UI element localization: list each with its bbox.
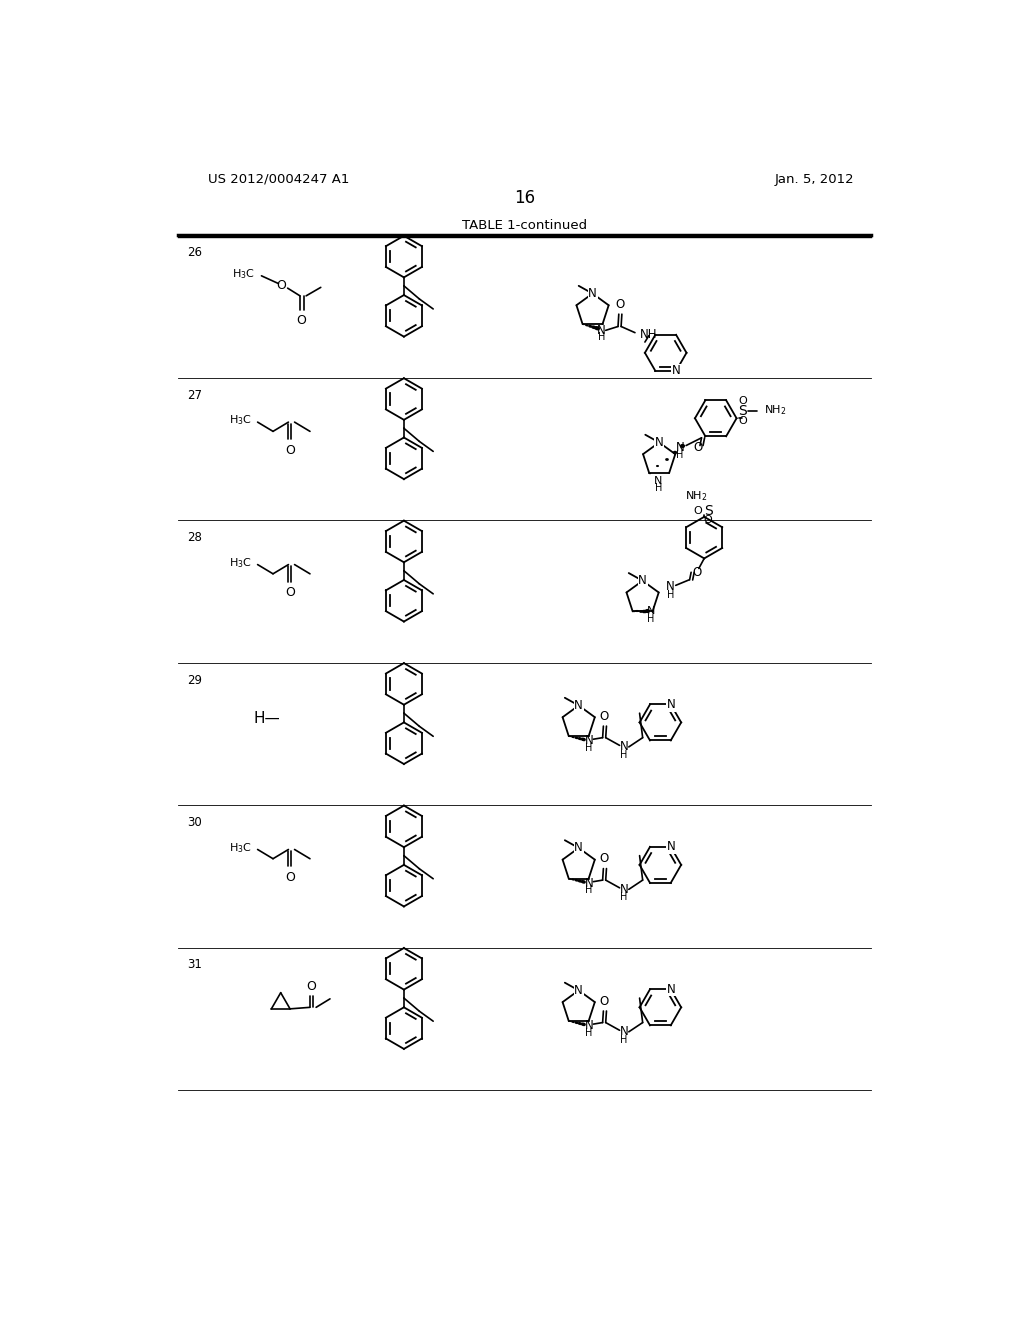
Text: O: O [297, 314, 306, 327]
Text: O: O [738, 396, 748, 407]
Text: N: N [574, 983, 583, 997]
Text: N: N [585, 734, 593, 747]
Text: O: O [738, 416, 748, 425]
Text: H$_3$C: H$_3$C [228, 556, 252, 570]
Text: Jan. 5, 2012: Jan. 5, 2012 [775, 173, 854, 186]
Text: N: N [654, 475, 663, 486]
Text: N: N [620, 741, 629, 754]
Text: NH$_2$: NH$_2$ [764, 404, 786, 417]
Text: N: N [620, 1026, 629, 1039]
Text: O: O [693, 441, 702, 454]
Text: N: N [667, 983, 675, 995]
Text: O: O [599, 995, 609, 1008]
Text: 31: 31 [187, 958, 203, 972]
Text: H: H [598, 333, 605, 342]
Text: N: N [666, 581, 675, 594]
Text: NH$_2$: NH$_2$ [685, 490, 708, 503]
Text: S: S [703, 504, 713, 519]
Text: H: H [667, 590, 674, 599]
Text: US 2012/0004247 A1: US 2012/0004247 A1 [208, 173, 349, 186]
Text: H: H [621, 892, 628, 902]
Text: 28: 28 [187, 531, 203, 544]
Text: N: N [672, 364, 681, 378]
Text: N: N [585, 876, 593, 890]
Text: 16: 16 [514, 190, 536, 207]
Text: 29: 29 [187, 673, 203, 686]
Text: N: N [574, 700, 583, 711]
Text: O: O [599, 853, 609, 866]
Text: N: N [597, 323, 605, 337]
Text: N: N [620, 883, 629, 896]
Text: O: O [276, 279, 287, 292]
Text: NH: NH [640, 327, 657, 341]
Text: H$_3$C: H$_3$C [228, 413, 252, 428]
Text: H: H [585, 886, 593, 895]
Text: 30: 30 [187, 816, 203, 829]
Text: S: S [738, 404, 748, 417]
Text: N: N [667, 841, 675, 853]
Text: N: N [585, 1019, 593, 1032]
Text: N: N [588, 286, 597, 300]
Text: O: O [285, 444, 295, 457]
Text: N: N [647, 606, 655, 616]
Text: H: H [647, 614, 654, 624]
Text: TABLE 1-continued: TABLE 1-continued [462, 219, 588, 232]
Text: O: O [703, 515, 713, 525]
Text: O: O [692, 566, 701, 578]
Text: O: O [285, 871, 295, 884]
Text: O: O [306, 979, 316, 993]
Text: H: H [676, 450, 684, 459]
Text: O: O [599, 710, 609, 723]
Text: O: O [615, 298, 625, 312]
Text: N: N [667, 698, 675, 711]
Text: O: O [285, 586, 295, 599]
Text: H: H [621, 1035, 628, 1044]
Text: H: H [585, 1027, 593, 1038]
Text: 27: 27 [187, 388, 203, 401]
Text: H: H [621, 750, 628, 759]
Text: N: N [638, 574, 647, 587]
Text: H: H [585, 743, 593, 752]
Text: H: H [654, 483, 663, 492]
Text: H$_3$C: H$_3$C [232, 268, 255, 281]
Text: N: N [574, 841, 583, 854]
Text: N: N [654, 436, 664, 449]
Text: N: N [676, 441, 684, 454]
Text: O: O [693, 507, 702, 516]
Text: 26: 26 [187, 247, 203, 259]
Text: H$_3$C: H$_3$C [228, 841, 252, 855]
Text: H—: H— [254, 711, 281, 726]
